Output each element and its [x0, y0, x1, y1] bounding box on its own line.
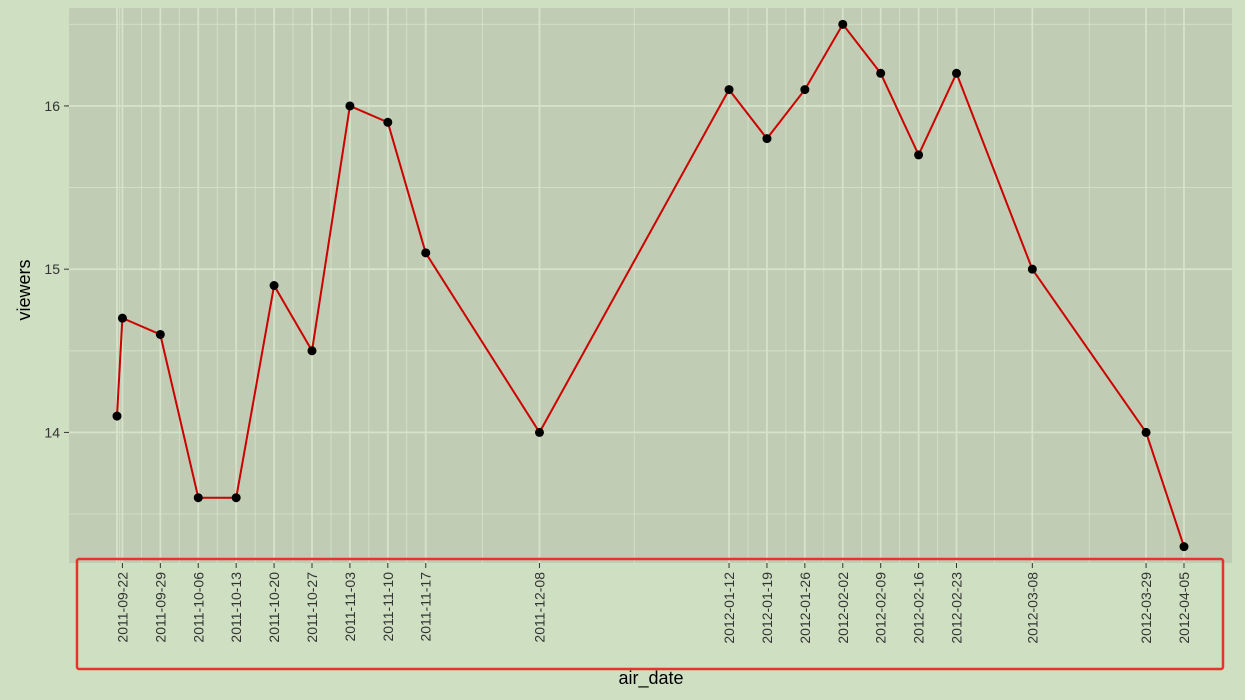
data-point	[117, 313, 127, 323]
y-tick-label: 16	[44, 98, 60, 114]
x-axis: 2011-09-22 2011-09-29 2011-10-06 2011-10-13…	[114, 563, 1192, 644]
data-point	[914, 150, 924, 160]
data-point	[112, 411, 122, 421]
data-points	[112, 19, 1189, 552]
x-tick-label: 2011-10-27	[304, 572, 320, 643]
x-tick-label: 2011-11-10	[380, 572, 396, 642]
data-point	[307, 346, 317, 356]
x-tick-label: 2011-10-20	[266, 572, 282, 643]
data-point	[155, 329, 165, 339]
y-tick-label: 14	[44, 424, 60, 440]
data-point	[534, 427, 544, 437]
x-tick-label: 2011-09-22	[114, 572, 130, 643]
y-axis-title: viewers	[14, 259, 34, 320]
data-point	[383, 117, 393, 127]
x-tick-label: 2012-01-26	[797, 572, 813, 644]
data-point	[269, 281, 279, 290]
data-point	[193, 493, 203, 503]
data-point	[952, 68, 962, 78]
data-point	[1179, 542, 1189, 552]
y-axis: 14 15 16	[44, 98, 69, 440]
data-point	[345, 101, 355, 111]
plot-panel	[69, 8, 1232, 563]
x-tick-label: 2012-01-12	[721, 572, 737, 644]
data-point	[231, 493, 241, 503]
data-point	[838, 19, 848, 29]
x-tick-label: 2011-09-29	[152, 572, 168, 643]
data-point	[876, 68, 886, 78]
x-tick-label: 2011-10-13	[228, 572, 244, 643]
x-tick-label: 2011-11-17	[418, 572, 434, 642]
data-point	[1141, 427, 1151, 437]
x-tick-label: 2011-10-06	[190, 572, 206, 643]
x-tick-label: 2012-01-19	[759, 572, 775, 644]
data-point	[1027, 264, 1037, 274]
data-point	[724, 85, 734, 95]
x-tick-label: 2011-12-08	[531, 572, 547, 643]
x-tick-label: 2012-04-05	[1176, 572, 1192, 644]
x-tick-label: 2012-02-02	[835, 572, 851, 644]
x-tick-label: 2011-11-03	[342, 572, 358, 642]
data-point	[421, 248, 431, 258]
x-tick-label: 2012-03-08	[1024, 572, 1040, 644]
x-axis-title: air_date	[618, 668, 683, 689]
data-point	[762, 134, 772, 144]
x-tick-label: 2012-02-23	[949, 572, 965, 644]
y-tick-label: 15	[44, 261, 60, 277]
x-tick-label: 2012-02-09	[873, 572, 889, 644]
x-tick-label: 2012-02-16	[911, 572, 927, 644]
x-axis-highlight-box	[75, 557, 1225, 671]
data-point	[800, 85, 810, 95]
x-tick-label: 2012-03-29	[1138, 572, 1154, 644]
